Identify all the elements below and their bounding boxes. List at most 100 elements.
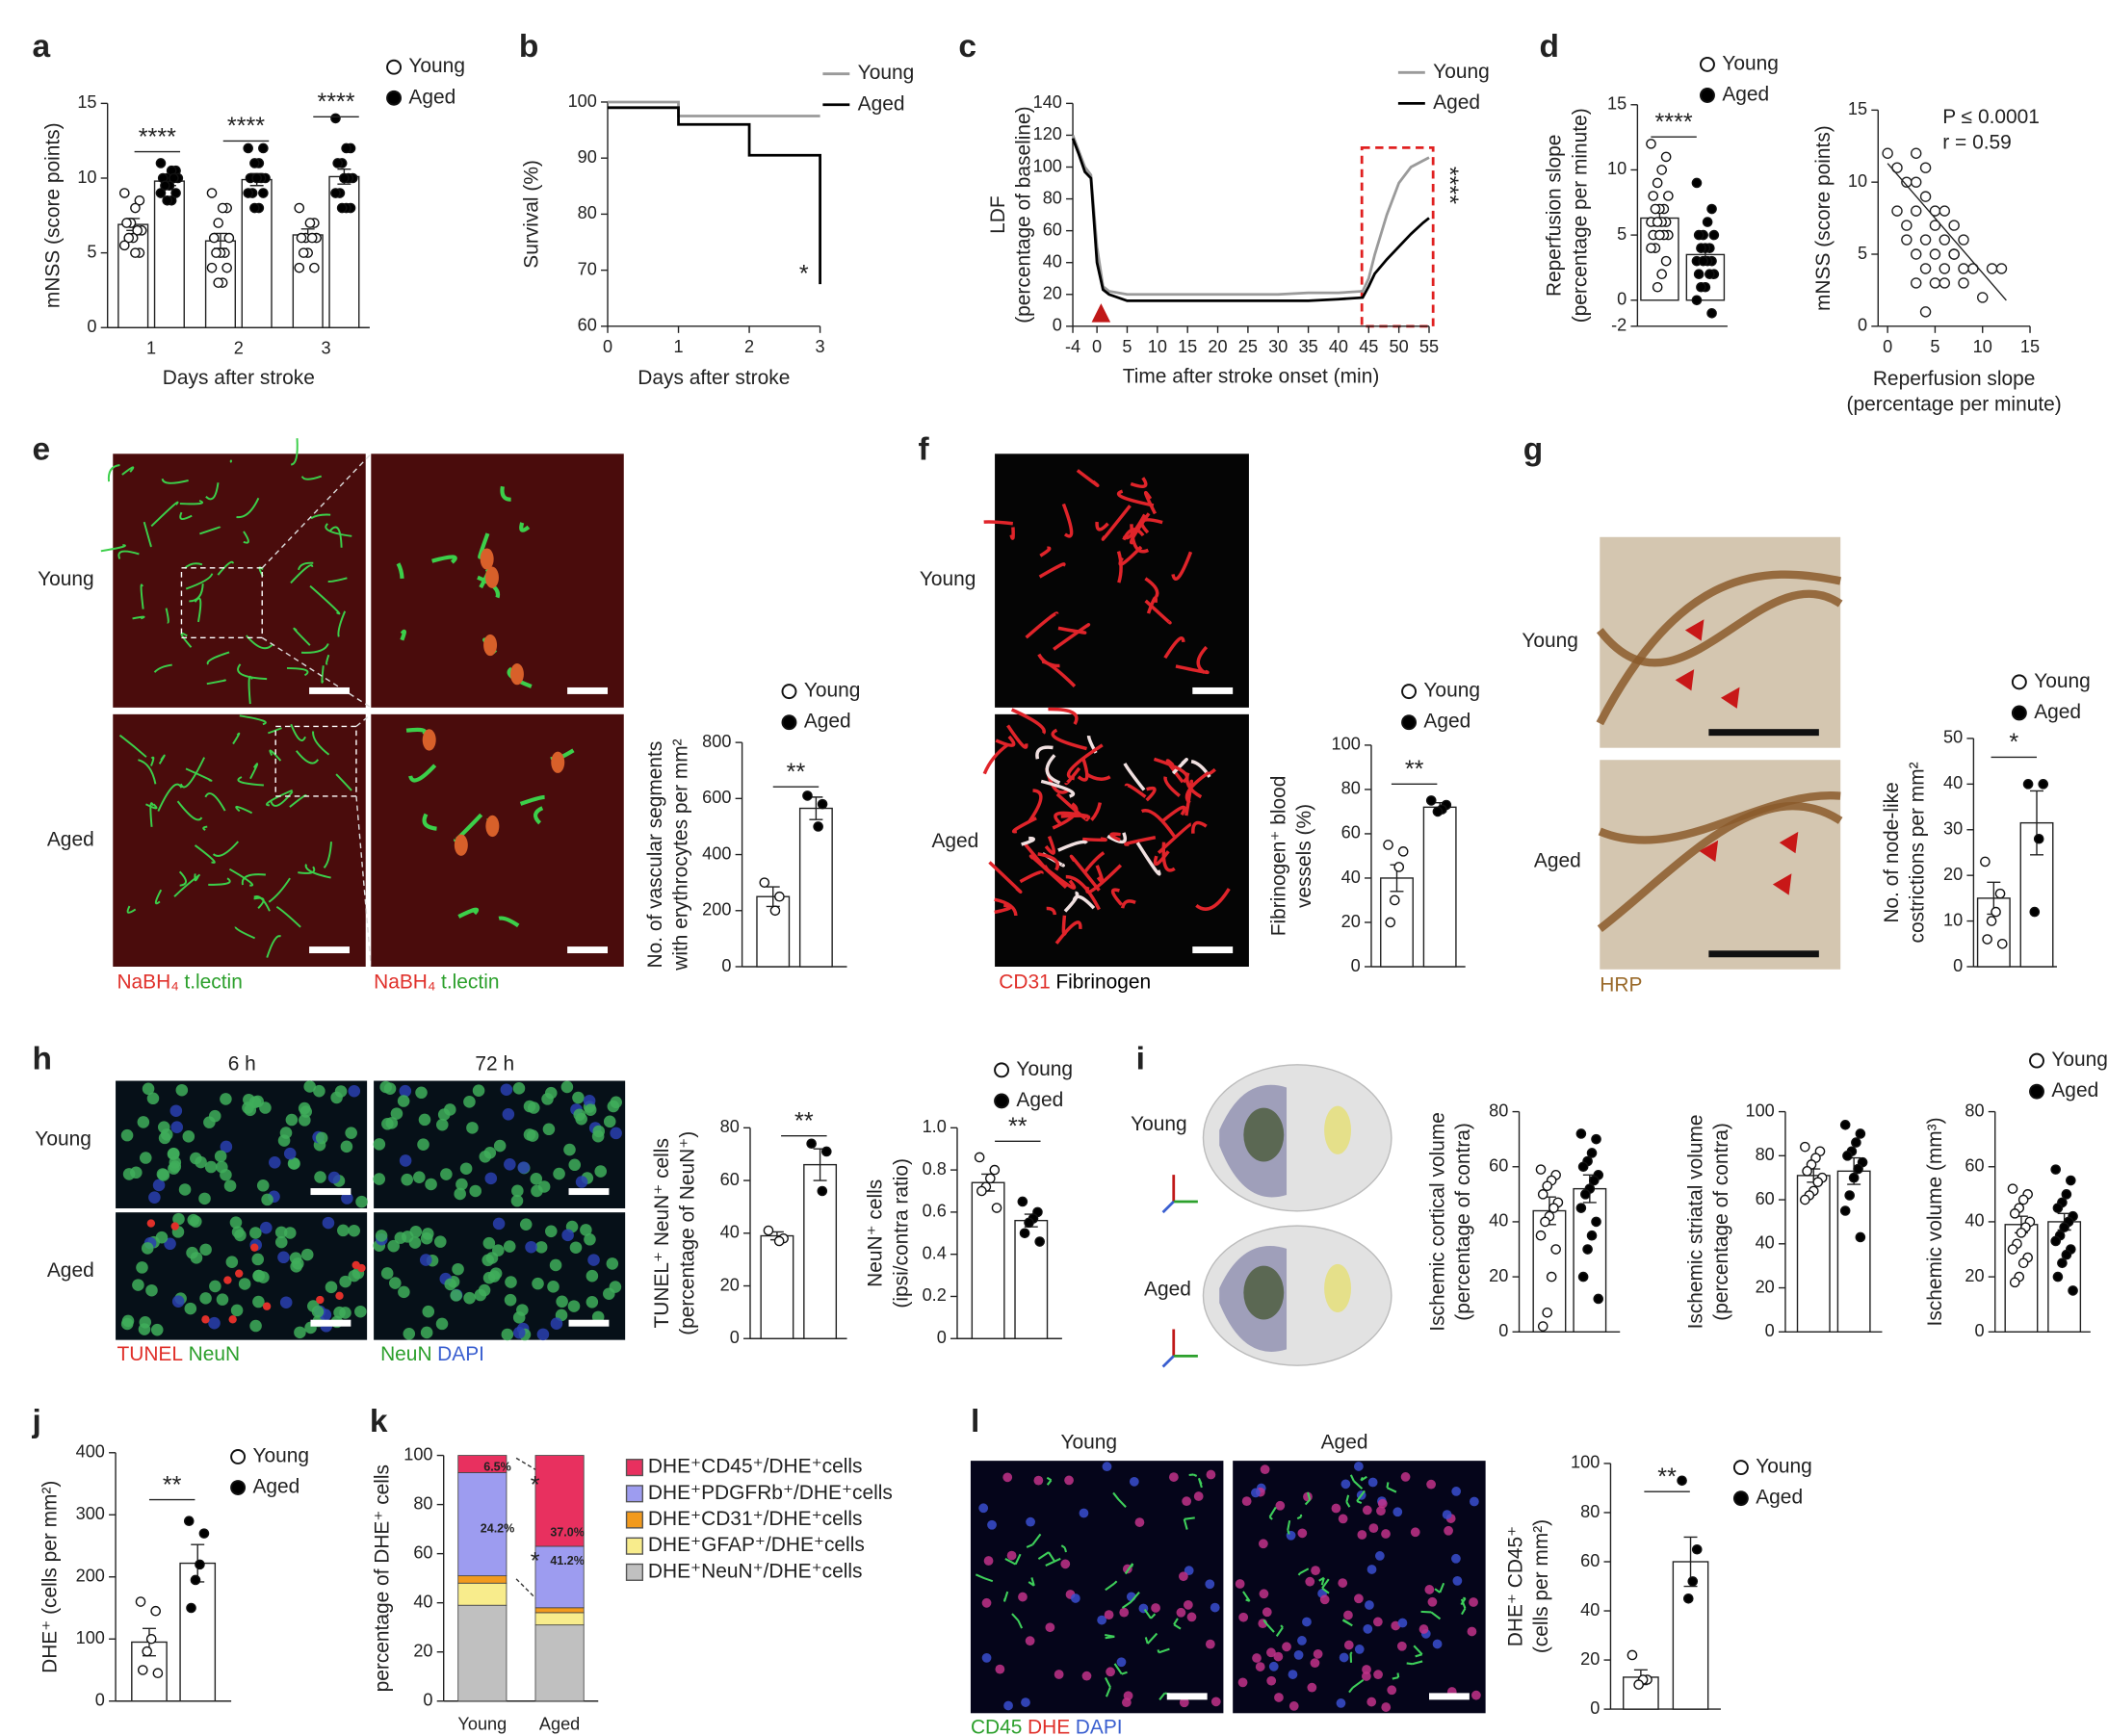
vessel <box>1009 527 1015 540</box>
vessel <box>1120 899 1136 909</box>
data-point <box>1696 281 1706 293</box>
y-axis-label: NeuN⁺ cells <box>865 1179 887 1287</box>
cell <box>484 1172 498 1185</box>
cell <box>1102 1462 1112 1472</box>
data-point <box>155 188 167 198</box>
x-tick-label: 15 <box>2020 337 2040 356</box>
cell <box>1205 1639 1215 1649</box>
y-axis-label: No. of vascular segments <box>644 741 666 969</box>
bar-segment <box>457 1575 507 1584</box>
legend-label: DHE⁺GFAP⁺/DHE⁺cells <box>648 1534 865 1556</box>
cell <box>1260 1464 1270 1475</box>
data-point <box>773 1235 785 1247</box>
cell <box>208 1316 221 1330</box>
micrograph <box>982 707 1249 967</box>
y-tick-label: 40 <box>1965 1211 1984 1231</box>
x-tick-label: Young <box>457 1715 507 1734</box>
cell <box>485 1252 499 1264</box>
column-label: 6 h <box>228 1052 256 1075</box>
cell <box>1002 1472 1013 1483</box>
cell <box>1471 1690 1481 1700</box>
data-point <box>152 1668 164 1679</box>
cell <box>1451 1553 1461 1564</box>
erythrocyte <box>483 634 498 657</box>
cell <box>1179 1697 1189 1708</box>
data-point <box>2038 779 2049 790</box>
data-point <box>1910 248 1922 260</box>
cell <box>220 1140 233 1153</box>
cell <box>1252 1653 1262 1663</box>
vessel <box>178 870 187 887</box>
vessel <box>534 806 544 825</box>
erythrocyte <box>509 662 524 686</box>
cell <box>184 1302 197 1315</box>
vessel <box>270 790 294 807</box>
cell <box>1293 1650 1304 1660</box>
y-tick-label: 60 <box>1341 823 1361 842</box>
scale-bar <box>1192 687 1234 694</box>
arrowhead <box>1675 669 1695 691</box>
cell <box>214 1150 227 1163</box>
vessel <box>1144 577 1159 598</box>
y-tick-label: 200 <box>76 1567 105 1586</box>
cell <box>1366 1697 1377 1707</box>
cell <box>315 1131 328 1145</box>
micrograph <box>1597 760 1843 970</box>
vessel <box>1042 865 1077 890</box>
cell <box>1282 1642 1291 1652</box>
cell <box>454 1187 466 1201</box>
cell <box>341 1192 353 1205</box>
data-point <box>186 1602 196 1614</box>
legend-label: Aged <box>858 92 905 115</box>
data-point <box>258 188 269 198</box>
y-axis-label: costrictions per mm² <box>1907 762 1929 943</box>
image-background <box>371 713 624 967</box>
data-point <box>1855 1231 1866 1243</box>
legend-marker <box>386 59 402 75</box>
data-point <box>304 218 316 228</box>
data-point <box>1802 1166 1812 1177</box>
vessel <box>1028 854 1068 890</box>
vessel <box>328 526 343 548</box>
panel-letter: b <box>519 29 538 65</box>
cell <box>469 1184 481 1198</box>
data-point <box>211 247 221 258</box>
data-point <box>1682 1593 1694 1604</box>
cell <box>1343 1610 1353 1620</box>
cell <box>1363 1623 1373 1634</box>
y-tick-label: 60 <box>578 316 597 335</box>
y-axis-label: (percentage per minute) <box>1569 108 1591 323</box>
column-label: 72 h <box>475 1052 514 1075</box>
vessel <box>1039 546 1052 557</box>
row-label: Young <box>1522 630 1578 652</box>
x-tick-label: -4 <box>1065 337 1080 356</box>
vessel <box>1057 626 1087 635</box>
vessel <box>1021 836 1036 846</box>
legend-label: Aged <box>804 711 851 733</box>
y-tick-label: -2 <box>1611 316 1627 335</box>
data-point <box>1706 308 1717 319</box>
cell <box>285 1113 299 1127</box>
vessel <box>519 522 531 532</box>
vessel <box>335 773 352 791</box>
vessel <box>206 679 226 686</box>
microglia <box>1297 1568 1310 1576</box>
cell <box>418 1113 431 1127</box>
x-tick-label: 0 <box>603 337 612 356</box>
scale-bar <box>309 946 350 954</box>
vessel <box>1006 724 1028 749</box>
y-tick-label: 100 <box>1332 735 1361 754</box>
vessel <box>408 764 437 783</box>
legend-marker <box>994 1062 1010 1078</box>
data-point <box>806 1138 817 1150</box>
data-point <box>1901 234 1913 246</box>
data-point <box>1024 1217 1034 1229</box>
data-point <box>1958 234 1969 246</box>
cell <box>1297 1528 1308 1539</box>
x-tick-label: 0 <box>1883 337 1892 356</box>
vessel <box>1084 772 1111 781</box>
data-point <box>1929 220 1941 231</box>
y-tick-label: 15 <box>1607 94 1627 114</box>
microglia <box>1287 1519 1291 1535</box>
